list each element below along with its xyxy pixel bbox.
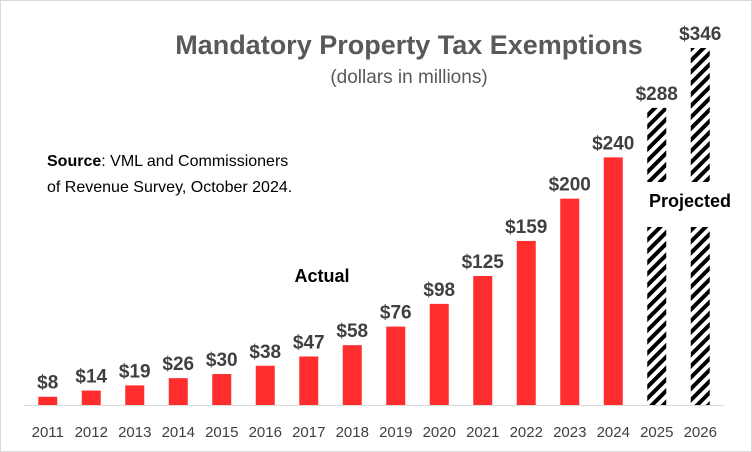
bar-2022	[516, 240, 536, 405]
bar-2021	[473, 276, 493, 405]
x-tick-2022: 2022	[510, 424, 543, 441]
value-label-2021: $125	[462, 252, 505, 273]
x-tick-2015: 2015	[205, 424, 238, 441]
source-note-line2: of Revenue Survey, October 2024.	[47, 179, 292, 196]
x-tick-2011: 2011	[32, 424, 64, 441]
bar-2026-upper	[690, 48, 710, 182]
value-label-2025: $288	[636, 84, 678, 105]
bar-2023	[560, 198, 580, 405]
chart-subtitle: (dollars in millions)	[330, 67, 487, 88]
chart-title: Mandatory Property Tax Exemptions	[175, 30, 643, 60]
annotation-projected: Projected	[649, 191, 731, 211]
x-tick-2024: 2024	[597, 424, 630, 441]
value-label-2024: $240	[592, 133, 634, 154]
bar-2014	[168, 378, 188, 405]
x-tick-2025: 2025	[640, 424, 673, 441]
x-tick-2018: 2018	[336, 424, 369, 441]
value-label-2013: $19	[119, 361, 151, 382]
value-label-2020: $98	[423, 280, 455, 301]
x-tick-2019: 2019	[379, 424, 412, 441]
value-label-2016: $38	[249, 342, 281, 363]
bar-2025-upper	[647, 107, 667, 182]
bar-2020	[429, 303, 449, 405]
value-label-2026: $346	[679, 24, 721, 45]
value-label-2022: $159	[505, 217, 547, 238]
bar-2025-lower	[647, 227, 667, 405]
source-text-1: : VML and Commissioners	[101, 153, 288, 170]
bar-2018	[342, 345, 362, 405]
value-label-2017: $47	[293, 333, 325, 354]
value-label-2015: $30	[206, 350, 238, 371]
value-labels-group: $8 $14 $19 $26 $30 $38 $47 $58 $76 $98 $125$159$20…	[37, 24, 721, 394]
value-label-2023: $200	[549, 175, 591, 196]
bar-2016	[255, 365, 275, 405]
value-label-2019: $76	[380, 303, 412, 324]
x-tick-2017: 2017	[292, 424, 325, 441]
x-tick-2020: 2020	[423, 424, 456, 441]
x-tick-labels-group: 2011 2012 2013 2014 2015 2016 2017 2018 2019 2020…	[32, 424, 717, 441]
bar-2019	[386, 326, 406, 405]
bar-2013	[125, 385, 145, 405]
bars-group	[38, 48, 710, 405]
x-tick-2013: 2013	[118, 424, 151, 441]
x-tick-2021: 2021	[466, 424, 499, 441]
value-label-2018: $58	[336, 321, 368, 342]
bar-2012	[81, 390, 101, 405]
annotation-actual: Actual	[294, 266, 349, 286]
bar-2015	[212, 374, 232, 405]
bar-2017	[299, 356, 319, 405]
x-tick-2016: 2016	[249, 424, 282, 441]
bar-2024	[603, 157, 623, 405]
value-label-2012: $14	[75, 367, 107, 388]
source-note-line1: Source: VML and Commissioners	[47, 153, 288, 170]
x-tick-2012: 2012	[75, 424, 108, 441]
source-label: Source	[47, 153, 101, 170]
bar-2026-lower	[690, 227, 710, 405]
x-tick-2014: 2014	[162, 424, 195, 441]
value-label-2011: $8	[37, 373, 58, 394]
bar-2011	[38, 396, 58, 405]
x-tick-2026: 2026	[684, 424, 717, 441]
x-tick-2023: 2023	[553, 424, 586, 441]
value-label-2014: $26	[162, 354, 194, 375]
